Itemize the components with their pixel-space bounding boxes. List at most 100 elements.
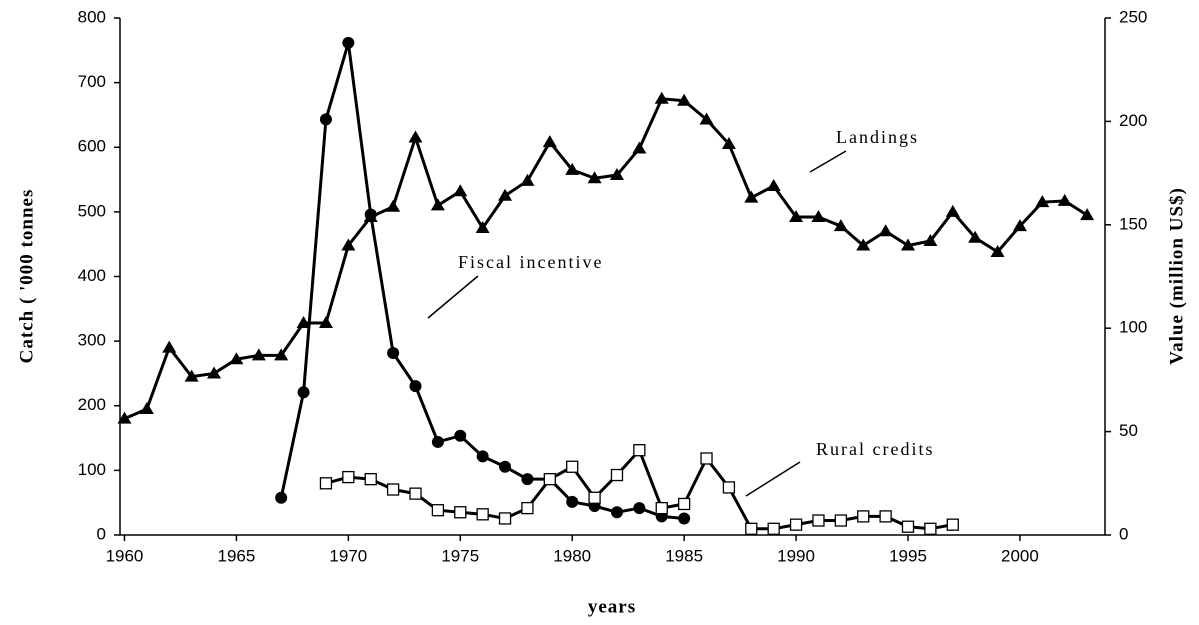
y-tick-label: 700 <box>78 72 106 91</box>
square-marker <box>789 518 803 531</box>
square-marker <box>924 522 937 535</box>
square-marker <box>857 510 870 523</box>
square-marker <box>431 504 445 517</box>
y-tick-label: 600 <box>78 137 106 156</box>
square-marker <box>454 506 467 519</box>
triangle-marker <box>1080 208 1095 221</box>
triangle-marker <box>341 238 356 251</box>
circle-marker <box>521 473 534 486</box>
x-tick-label: 2000 <box>1001 546 1039 565</box>
triangle-marker <box>878 224 893 237</box>
square-marker <box>342 470 355 484</box>
circle-marker <box>476 450 489 463</box>
triangle-marker <box>386 199 401 212</box>
square-marker <box>767 522 780 535</box>
y-tick-label: 200 <box>78 395 106 414</box>
triangle-marker <box>945 204 960 217</box>
square-marker <box>700 452 713 465</box>
square-marker <box>834 514 847 527</box>
triangle-marker <box>184 369 199 382</box>
y2-axis-title: Value (million US$) <box>1166 187 1187 365</box>
square-marker <box>364 473 377 486</box>
annotation: Rural credits <box>816 439 934 459</box>
series-line <box>279 42 685 520</box>
y2-tick-label: 150 <box>1119 214 1147 233</box>
square-marker <box>633 444 646 457</box>
triangle-marker <box>632 141 647 154</box>
x-tick-label: 1980 <box>553 546 591 565</box>
triangle-marker <box>542 135 557 148</box>
triangle-marker <box>587 171 602 184</box>
circle-marker <box>319 113 332 126</box>
triangle-marker <box>766 179 781 192</box>
triangle-marker <box>1057 193 1072 206</box>
circle-marker <box>342 36 355 49</box>
square-marker <box>543 473 556 486</box>
square-marker <box>566 460 579 473</box>
annotation: Fiscal incentive <box>458 252 603 272</box>
triangle-marker <box>251 348 266 361</box>
triangle-marker <box>408 130 423 143</box>
square-marker <box>745 522 758 535</box>
triangle-marker <box>565 162 580 175</box>
triangle-marker <box>856 238 871 251</box>
triangle-marker <box>923 233 938 246</box>
square-marker <box>677 497 691 511</box>
circle-marker <box>297 386 310 399</box>
triangle-marker <box>789 210 804 223</box>
triangle-marker <box>677 93 692 106</box>
square-marker <box>386 483 400 496</box>
square-marker <box>655 501 668 515</box>
x-tick-label: 1960 <box>106 546 144 565</box>
triangle-marker <box>520 173 535 186</box>
square-marker <box>521 501 534 515</box>
x-tick-label: 1985 <box>665 546 703 565</box>
y-tick-label: 800 <box>78 7 106 26</box>
triangle-marker <box>990 244 1005 257</box>
circle-marker <box>364 208 377 221</box>
triangle-marker <box>1035 195 1050 208</box>
y-tick-label: 300 <box>78 331 106 350</box>
square-marker <box>879 510 892 523</box>
square-marker <box>610 468 624 482</box>
circle-marker <box>566 495 579 508</box>
square-marker <box>946 518 959 531</box>
triangle-marker <box>833 219 848 232</box>
triangle-marker <box>296 316 311 329</box>
triangle-marker <box>318 316 333 329</box>
triangle-marker <box>139 401 154 414</box>
triangle-marker <box>744 190 759 203</box>
triangle-marker <box>207 366 222 379</box>
x-tick-label: 1965 <box>217 546 255 565</box>
square-marker <box>722 481 736 494</box>
x-tick-label: 1970 <box>329 546 367 565</box>
x-axis-title: years <box>588 596 636 617</box>
triangle-marker <box>1012 219 1027 232</box>
y2-tick-label: 200 <box>1119 111 1147 130</box>
series-line <box>123 97 1088 421</box>
y-tick-label: 100 <box>78 460 106 479</box>
square-marker <box>319 477 333 490</box>
triangle-marker <box>274 348 289 361</box>
triangle-marker <box>811 210 826 223</box>
circle-marker <box>275 491 288 504</box>
triangle-marker <box>968 230 983 243</box>
circle-marker <box>409 380 422 393</box>
circle-marker <box>499 460 512 473</box>
circle-marker <box>454 429 467 442</box>
triangle-marker <box>475 221 490 234</box>
triangle-marker <box>609 168 624 181</box>
circle-marker <box>431 435 444 448</box>
annotation-leader <box>427 275 479 319</box>
triangle-marker <box>162 340 177 353</box>
y-tick-label: 0 <box>97 524 106 543</box>
triangle-marker <box>654 91 669 104</box>
triangle-marker <box>721 137 736 150</box>
triangle-marker <box>229 352 244 365</box>
y2-tick-label: 0 <box>1119 524 1128 543</box>
y2-tick-label: 250 <box>1119 7 1147 26</box>
x-tick-label: 1975 <box>441 546 479 565</box>
x-tick-label: 1995 <box>889 546 927 565</box>
x-tick-label: 1990 <box>777 546 815 565</box>
circle-marker <box>633 502 646 515</box>
